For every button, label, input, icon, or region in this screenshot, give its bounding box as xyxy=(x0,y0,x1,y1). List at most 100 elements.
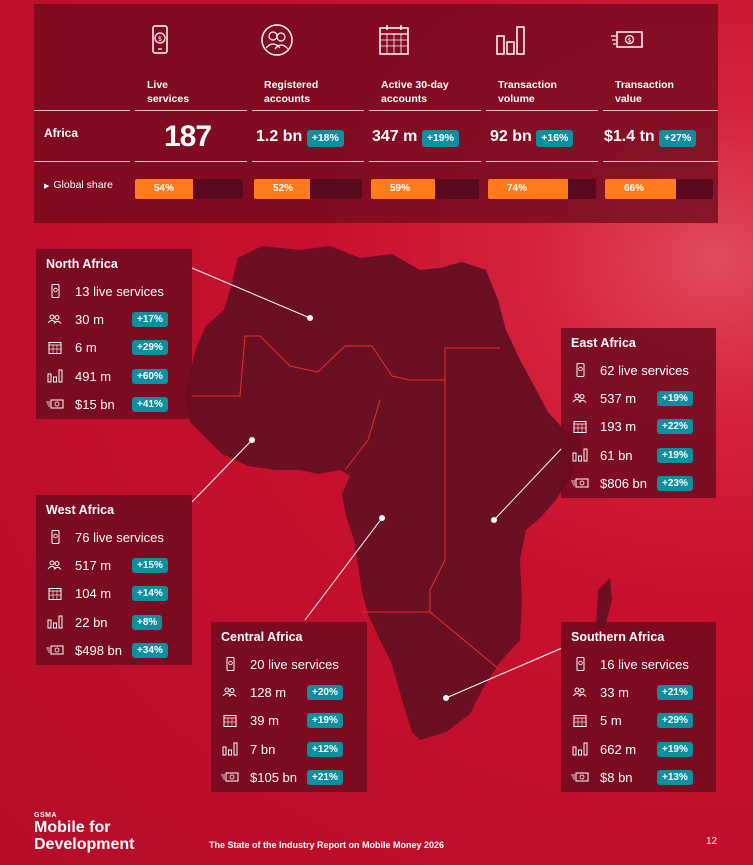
growth-badge: +41% xyxy=(132,396,168,412)
divider xyxy=(369,110,481,111)
share-bar: 59% xyxy=(371,179,479,199)
region-row-accounts: 30 m +17% xyxy=(46,305,182,333)
share-value: 66% xyxy=(623,183,644,194)
active-accounts-value: 104 m xyxy=(75,586,112,602)
registered-accounts-value: 537 m xyxy=(600,390,637,406)
transaction-value-value: $8 bn xyxy=(600,769,633,785)
active-accounts-value: 39 m xyxy=(250,713,279,729)
region-title: Central Africa xyxy=(221,630,303,644)
registered-accounts-value: 517 m xyxy=(75,557,112,573)
registered-accounts-value: 33 m xyxy=(600,684,629,700)
registered-accounts-value: 1.2 bn +18% xyxy=(256,128,344,147)
brand-line-1: Mobile for xyxy=(34,819,111,836)
bar-chart-icon xyxy=(46,369,64,383)
heading-transaction-value: Transaction value xyxy=(615,79,674,105)
share-bar: 66% xyxy=(605,179,713,199)
banknote-icon xyxy=(221,770,239,784)
accounts-icon xyxy=(571,391,589,405)
live-services-value: 187 xyxy=(164,120,212,153)
region-row-value: $15 bn +41% xyxy=(46,390,182,418)
share-value: 59% xyxy=(389,183,410,194)
brand-small: GSMA xyxy=(34,812,57,819)
region-north-africa: North Africa 13 live services 30 m +17% 6 m +… xyxy=(36,249,192,419)
growth-badge: +13% xyxy=(657,769,693,785)
banknote-icon: $ xyxy=(611,31,643,48)
region-row-active: 39 m +19% xyxy=(221,707,357,735)
growth-badge: +15% xyxy=(132,557,168,573)
growth-badge: +29% xyxy=(132,340,168,356)
region-title: Southern Africa xyxy=(571,630,665,644)
svg-text:$: $ xyxy=(158,35,162,43)
live-services-text: 16 live services xyxy=(600,656,689,672)
divider xyxy=(135,110,247,111)
region-southern-africa: Southern Africa 16 live services 33 m +21% 5… xyxy=(561,622,716,792)
banknote-icon xyxy=(571,770,589,784)
triangle-bullet-icon: ▶ xyxy=(44,183,50,190)
bar-chart-icon xyxy=(46,615,64,629)
share-bar-fill xyxy=(254,179,311,199)
region-row-services: 13 live services xyxy=(46,277,182,305)
share-bar: 54% xyxy=(135,179,243,199)
divider xyxy=(486,110,598,111)
transaction-value-value: $806 bn xyxy=(600,475,647,491)
calendar-icon xyxy=(221,714,239,728)
transaction-value-value: $105 bn xyxy=(250,769,297,785)
transaction-value-value: $1.4 tn +27% xyxy=(604,128,697,147)
madagascar xyxy=(596,578,612,630)
region-row-value: $8 bn +13% xyxy=(571,763,706,791)
active-accounts-value: 193 m xyxy=(600,419,637,435)
divider xyxy=(252,161,364,162)
region-row-accounts: 33 m +21% xyxy=(571,678,706,706)
live-services-text: 20 live services xyxy=(250,656,339,672)
growth-badge: +21% xyxy=(307,769,343,785)
region-row-accounts: 537 m +19% xyxy=(571,384,706,412)
calendar-icon xyxy=(46,341,64,355)
region-row-volume: 662 m +19% xyxy=(571,735,706,763)
region-title: North Africa xyxy=(46,257,118,271)
page-number: 12 xyxy=(706,836,718,847)
growth-badge: +17% xyxy=(132,311,168,327)
accounts-icon xyxy=(261,24,293,56)
region-row-volume: 7 bn +12% xyxy=(221,735,357,763)
growth-badge: +21% xyxy=(657,684,693,700)
share-value: 74% xyxy=(506,183,527,194)
growth-badge: +34% xyxy=(132,642,168,658)
brand-logo: GSMA Mobile for Development xyxy=(34,812,134,853)
accounts-icon xyxy=(571,685,589,699)
heading-live-services: Live services xyxy=(147,79,190,105)
region-row-active: 104 m +14% xyxy=(46,580,182,608)
active-accounts-value: 5 m xyxy=(600,713,622,729)
region-row-volume: 61 bn +19% xyxy=(571,441,706,469)
region-row-active: 193 m +22% xyxy=(571,413,706,441)
calendar-icon xyxy=(571,420,589,434)
transaction-volume-value: 92 bn +16% xyxy=(490,128,574,147)
growth-badge: +16% xyxy=(536,130,574,147)
transaction-volume-value: 61 bn xyxy=(600,447,633,463)
region-row-active: 6 m +29% xyxy=(46,334,182,362)
calendar-icon xyxy=(571,714,589,728)
share-bar-fill xyxy=(605,179,677,199)
divider xyxy=(34,161,130,162)
registered-accounts-value: 128 m xyxy=(250,684,287,700)
share-bar: 74% xyxy=(488,179,596,199)
banknote-icon xyxy=(46,643,64,657)
active-accounts-value: 6 m xyxy=(75,340,97,356)
africa-summary-panel: $ $ Live services Registered accounts Acti… xyxy=(34,4,718,223)
growth-badge: +19% xyxy=(657,390,693,406)
active-accounts-value: 347 m +19% xyxy=(372,128,459,147)
mobile-money-icon: $ xyxy=(152,25,168,54)
region-west-africa: West Africa 76 live services 517 m +15% 104 … xyxy=(36,495,192,665)
registered-accounts-value: 30 m xyxy=(75,311,104,327)
share-value: 54% xyxy=(153,183,174,194)
heading-transaction-volume: Transaction volume xyxy=(498,79,557,105)
banknote-icon xyxy=(46,397,64,411)
region-title: West Africa xyxy=(46,503,115,517)
share-bar: 52% xyxy=(254,179,362,199)
mobile-money-icon xyxy=(571,657,589,672)
transaction-value-value: $15 bn xyxy=(75,396,115,412)
share-bar-fill xyxy=(488,179,568,199)
bar-chart-icon xyxy=(221,742,239,756)
region-markers xyxy=(249,315,497,701)
transaction-volume-value: 22 bn xyxy=(75,614,108,630)
